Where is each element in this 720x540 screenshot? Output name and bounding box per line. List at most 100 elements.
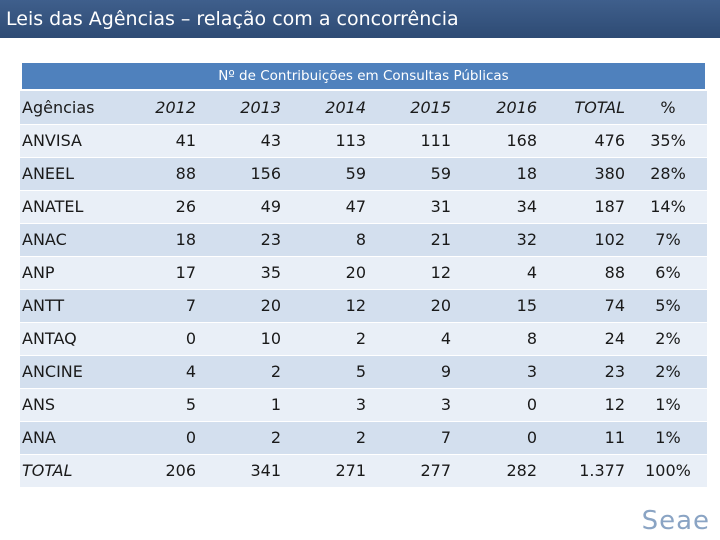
value-cell: 14% (629, 190, 707, 224)
value-cell: 2 (200, 421, 285, 455)
value-cell: 271 (285, 454, 370, 488)
value-cell: 4 (370, 322, 455, 356)
table-header-row: Agências 2012 2013 2014 2015 2016 TOTAL% (20, 91, 707, 125)
column-header: TOTAL (541, 91, 629, 125)
value-cell: 59 (285, 157, 370, 191)
value-cell: 2% (629, 322, 707, 356)
value-cell: 35 (200, 256, 285, 290)
value-cell: 35% (629, 124, 707, 158)
value-cell: 7 (370, 421, 455, 455)
value-cell: 18 (115, 223, 200, 257)
value-cell: 102 (541, 223, 629, 257)
value-cell: 206 (115, 454, 200, 488)
agency-cell: ANVISA (20, 124, 115, 158)
value-cell: 7 (115, 289, 200, 323)
agency-cell: ANS (20, 388, 115, 422)
value-cell: 26 (115, 190, 200, 224)
table-row: ANEEL 88 156 59 59 18 380 28% (20, 157, 707, 191)
column-header: 2015 (370, 91, 455, 125)
value-cell: 2 (285, 421, 370, 455)
value-cell: 2 (285, 322, 370, 356)
value-cell: 0 (455, 421, 541, 455)
value-cell: 2% (629, 355, 707, 389)
table-row: ANS 5 1 3 3 0 12 1% (20, 388, 707, 422)
value-cell: 31 (370, 190, 455, 224)
value-cell: 9 (370, 355, 455, 389)
value-cell: 341 (200, 454, 285, 488)
table-row: ANAC 18 23 8 21 32 102 7% (20, 223, 707, 257)
value-cell: 3 (285, 388, 370, 422)
value-cell: 380 (541, 157, 629, 191)
table-caption: Nº de Contribuições em Consultas Pública… (20, 61, 707, 91)
value-cell: 476 (541, 124, 629, 158)
value-cell: 156 (200, 157, 285, 191)
value-cell: 34 (455, 190, 541, 224)
value-cell: 20 (200, 289, 285, 323)
value-cell: 88 (541, 256, 629, 290)
value-cell: 5 (115, 388, 200, 422)
agency-cell: ANTAQ (20, 322, 115, 356)
contributions-table: Nº de Contribuições em Consultas Pública… (20, 61, 707, 488)
agency-cell: ANA (20, 421, 115, 455)
value-cell: 15 (455, 289, 541, 323)
value-cell: 20 (285, 256, 370, 290)
slide-title: Leis das Agências – relação com a concor… (0, 0, 720, 38)
agency-cell: ANCINE (20, 355, 115, 389)
value-cell: 74 (541, 289, 629, 323)
column-header: % (629, 91, 707, 125)
value-cell: 43 (200, 124, 285, 158)
column-header: 2014 (285, 91, 370, 125)
table-row: ANA 0 2 2 7 0 11 1% (20, 421, 707, 455)
value-cell: 23 (200, 223, 285, 257)
value-cell: 11 (541, 421, 629, 455)
value-cell: 111 (370, 124, 455, 158)
agency-cell: ANEEL (20, 157, 115, 191)
value-cell: 3 (370, 388, 455, 422)
value-cell: 0 (455, 388, 541, 422)
value-cell: 6% (629, 256, 707, 290)
agency-cell: ANAC (20, 223, 115, 257)
value-cell: 2 (200, 355, 285, 389)
value-cell: 1.377 (541, 454, 629, 488)
column-header: 2012 (115, 91, 200, 125)
column-header-agency: Agências (20, 91, 115, 125)
value-cell: 277 (370, 454, 455, 488)
value-cell: 5 (285, 355, 370, 389)
value-cell: 1 (200, 388, 285, 422)
value-cell: 7% (629, 223, 707, 257)
value-cell: 21 (370, 223, 455, 257)
table-total-row: TOTAL 206 341 271 277 282 1.377 100% (20, 454, 707, 488)
table-row: ANTT 7 20 12 20 15 74 5% (20, 289, 707, 323)
value-cell: 41 (115, 124, 200, 158)
value-cell: 23 (541, 355, 629, 389)
table-row: ANATEL 26 49 47 31 34 187 14% (20, 190, 707, 224)
value-cell: 18 (455, 157, 541, 191)
value-cell: 187 (541, 190, 629, 224)
value-cell: 0 (115, 322, 200, 356)
value-cell: 4 (115, 355, 200, 389)
value-cell: 49 (200, 190, 285, 224)
value-cell: 113 (285, 124, 370, 158)
table-row: ANVISA 41 43 113 111 168 476 35% (20, 124, 707, 158)
seae-logo: Seae (641, 506, 710, 536)
agency-cell: ANTT (20, 289, 115, 323)
column-header: 2016 (455, 91, 541, 125)
value-cell: 59 (370, 157, 455, 191)
agency-cell: ANATEL (20, 190, 115, 224)
value-cell: 12 (541, 388, 629, 422)
value-cell: 1% (629, 388, 707, 422)
table-row: ANTAQ 0 10 2 4 8 24 2% (20, 322, 707, 356)
value-cell: 8 (285, 223, 370, 257)
value-cell: 47 (285, 190, 370, 224)
value-cell: 12 (370, 256, 455, 290)
value-cell: 100% (629, 454, 707, 488)
value-cell: 88 (115, 157, 200, 191)
value-cell: 20 (370, 289, 455, 323)
agency-cell: TOTAL (20, 454, 115, 488)
table-row: ANCINE 4 2 5 9 3 23 2% (20, 355, 707, 389)
value-cell: 1% (629, 421, 707, 455)
value-cell: 8 (455, 322, 541, 356)
value-cell: 28% (629, 157, 707, 191)
agency-cell: ANP (20, 256, 115, 290)
value-cell: 24 (541, 322, 629, 356)
